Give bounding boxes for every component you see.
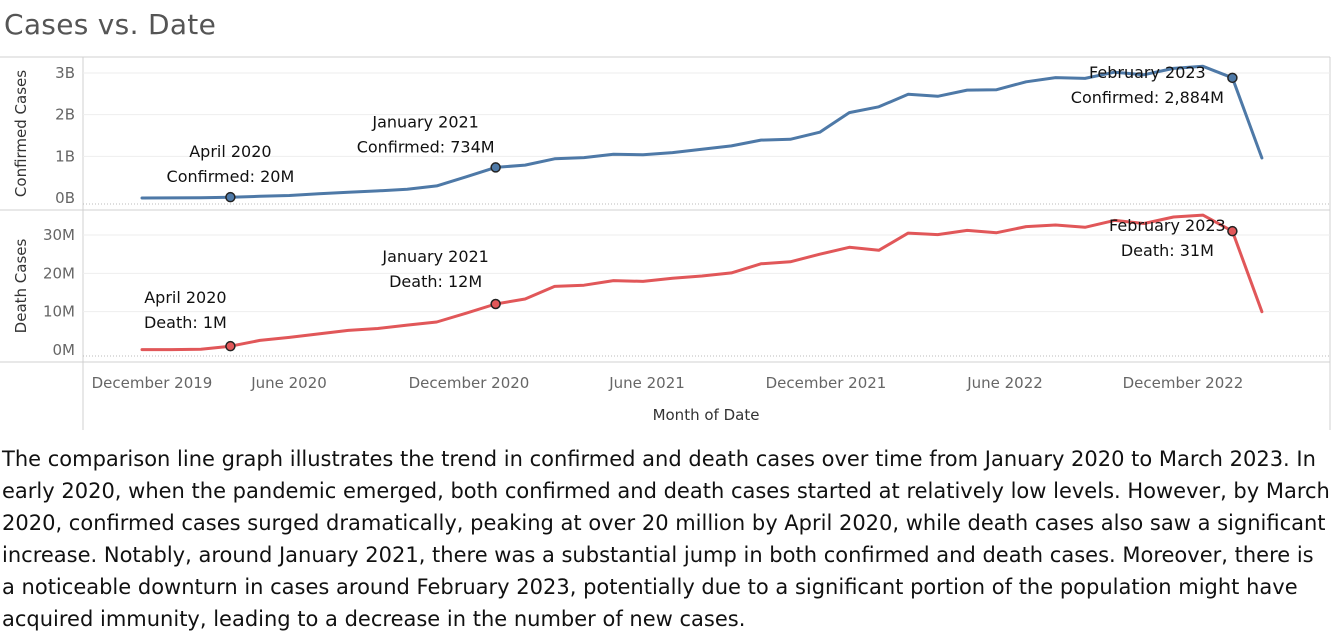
x-tick-label: December 2020: [409, 374, 530, 392]
series-line-confirmed: [140, 64, 1264, 200]
x-tick-label: December 2019: [92, 374, 213, 392]
annotation-marker: [225, 191, 236, 203]
annotation-label: April 2020: [144, 288, 226, 307]
annotation-marker: [1227, 225, 1238, 237]
panel-confirmed: 0B 1B 2B 3B Confirmed Cases April 2020 Confirm…: [12, 63, 1330, 207]
chart-area: 0B 1B 2B 3B Confirmed Cases April 2020 Confirm…: [0, 56, 1331, 430]
y-tick-label: 10M: [43, 303, 75, 321]
x-tick-label: June 2020: [250, 374, 327, 392]
y-tick-label: 30M: [43, 226, 75, 244]
annotation-label: February 2023: [1089, 63, 1206, 82]
annotation-label: January 2021: [371, 112, 478, 131]
annotation-label: Confirmed: 20M: [167, 167, 295, 186]
x-tick-label: June 2021: [608, 374, 685, 392]
y-tick-label: 3B: [55, 64, 75, 82]
y-tick-label: 20M: [43, 264, 75, 282]
annotation-label: January 2021: [381, 247, 488, 266]
annotation-label: Death: 1M: [144, 313, 227, 332]
y-tick-label: 2B: [55, 106, 75, 124]
x-tick-label: June 2022: [966, 374, 1043, 392]
y-axis-title: Death Cases: [12, 238, 30, 333]
annotation-label: Confirmed: 2,884M: [1071, 88, 1224, 107]
annotation-label: April 2020: [189, 142, 271, 161]
y-tick-label: 1B: [55, 147, 75, 165]
panel-death: 0M 10M 20M 30M Death Cases April 2020 Death: 1…: [12, 213, 1330, 359]
annotation-label: Death: 31M: [1121, 241, 1214, 260]
annotation-marker: [490, 162, 501, 173]
chart-title: Cases vs. Date: [4, 8, 217, 41]
y-tick-label: 0B: [55, 189, 75, 207]
annotation-marker: [225, 340, 236, 352]
x-axis-title: Month of Date: [653, 406, 760, 424]
annotation-label: Death: 12M: [389, 272, 482, 291]
annotation-marker: [1227, 72, 1238, 84]
series-line-death: [140, 213, 1264, 352]
y-axis-title: Confirmed Cases: [12, 70, 30, 197]
x-tick-label: December 2021: [766, 374, 887, 392]
annotation-marker: [490, 298, 501, 310]
x-tick-label: December 2022: [1123, 374, 1244, 392]
annotation-label: February 2023: [1109, 216, 1226, 235]
chart-description: The comparison line graph illustrates th…: [2, 447, 1330, 631]
annotation-label: Confirmed: 734M: [357, 137, 495, 156]
y-tick-label: 0M: [53, 341, 76, 359]
